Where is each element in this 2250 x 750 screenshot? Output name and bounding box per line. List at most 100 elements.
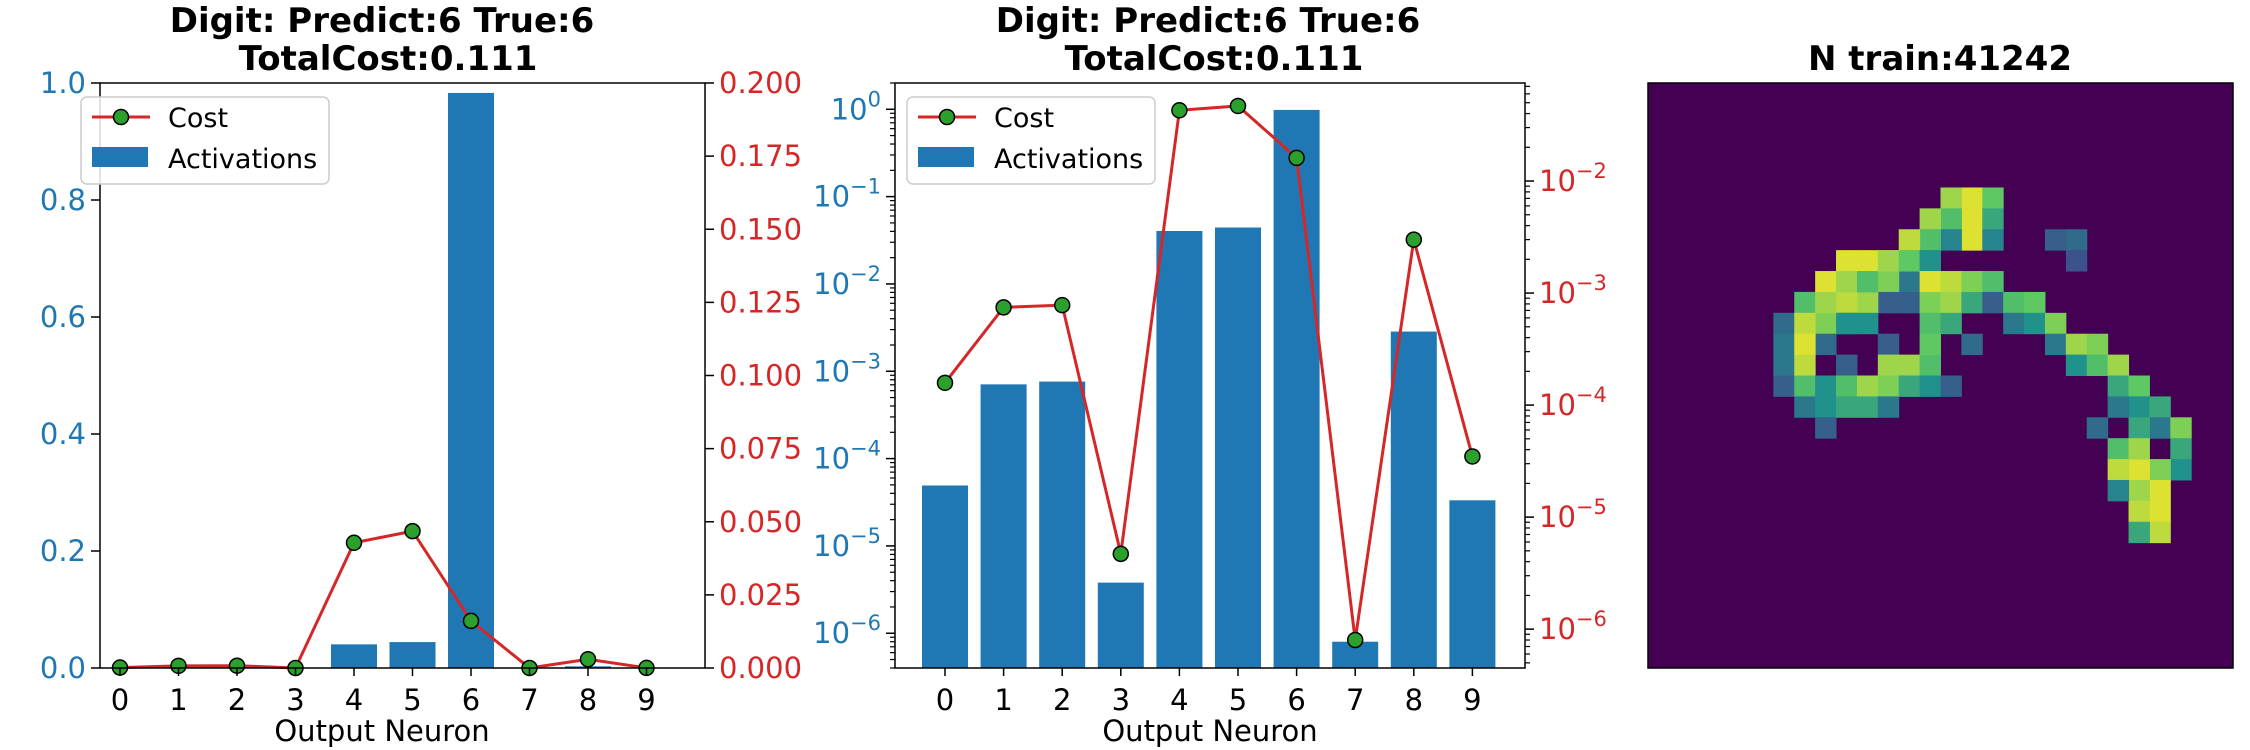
panel-linear-xtick-label-1: 1 — [169, 683, 187, 717]
panel-linear-right-tick-label: 0.000 — [719, 651, 802, 685]
panel-log-xtick-label-5: 5 — [1229, 683, 1247, 717]
digit-pixel — [1794, 333, 1816, 356]
digit-pixel — [1961, 291, 1983, 314]
digit-pixel — [2149, 459, 2171, 481]
panel-linear-left-tick-label: 0.8 — [40, 183, 86, 217]
panel-linear-bar-6 — [448, 92, 494, 668]
panel-log-left-tick-label: 10−6 — [813, 611, 881, 650]
panel-linear-left-axis: 0.0 0.2 0.4 0.6 0.8 1.0 — [40, 66, 100, 685]
digit-pixel — [2128, 500, 2150, 523]
digit-pixel — [1856, 375, 1879, 397]
panel-linear-title-line2: TotalCost:0.111 — [239, 39, 538, 79]
panel-log-xlabel: Output Neuron — [1102, 714, 1317, 748]
panel-log-bar-2 — [1039, 381, 1086, 668]
panel-linear-right-tick-label: 0.150 — [719, 212, 802, 246]
digit-pixel — [1773, 312, 1795, 335]
panel-linear-cost-line — [111, 522, 655, 677]
panel-linear-left-tick-label: 0.0 — [40, 651, 86, 685]
digit-pixel — [1919, 333, 1941, 356]
panel-log-left-tick-label: 10−1 — [813, 175, 881, 214]
panel-linear-right-tick-label: 0.025 — [719, 578, 802, 612]
digit-pixel — [1898, 229, 1921, 251]
panel-log-left-tick-label: 10−5 — [813, 524, 881, 563]
digit-pixel — [1919, 375, 1941, 397]
panel-linear-xtick-label-0: 0 — [111, 683, 129, 717]
digit-pixel — [1794, 312, 1816, 335]
digit-pixel — [2044, 229, 2067, 251]
digit-pixel — [1940, 291, 1962, 314]
panel-log-cost-point-7 — [1346, 631, 1364, 649]
panel-linear-left-tick-label: 1.0 — [40, 66, 86, 100]
panel-linear-cost-point-4 — [345, 534, 363, 552]
digit-pixel — [1836, 375, 1858, 397]
panel-log-title-line1: Digit: Predict:6 True:6 — [996, 1, 1421, 41]
digit-pixel — [2107, 459, 2130, 481]
panel-log-cost-point-9 — [1464, 448, 1481, 465]
digit-pixel — [1940, 229, 1962, 251]
panel-log-legend-marker-swatch — [938, 108, 956, 126]
panel-log-cost-point-3 — [1112, 545, 1130, 563]
digit-pixel — [1940, 312, 1962, 335]
digit-pixel — [1898, 250, 1921, 272]
panel-log-xtick-label-0: 0 — [936, 683, 954, 717]
digit-pixel — [2107, 354, 2130, 376]
panel-linear-bars — [97, 92, 670, 668]
digit-pixel — [1919, 354, 1941, 376]
panel-digit-title: N train:41242 — [1808, 39, 2072, 79]
panel-log-bar-3 — [1097, 582, 1144, 668]
digit-pixel — [2128, 396, 2150, 418]
digit-pixel — [1773, 333, 1795, 356]
panel-linear-legend-marker-swatch — [112, 108, 130, 126]
panel-log-cost-point-6 — [1288, 149, 1305, 167]
digit-pixel — [1961, 187, 1983, 209]
panel-log-bar-5 — [1215, 227, 1261, 668]
panel-linear-legend-bar-swatch — [92, 147, 148, 167]
digit-pixel — [1773, 354, 1795, 376]
digit-pixel — [1836, 312, 1858, 335]
panel-log-cost-polyline — [943, 104, 1474, 641]
digit-pixel — [1982, 271, 2004, 293]
digit-pixel — [1940, 208, 1962, 230]
digit-pixel — [1982, 229, 2004, 251]
digit-pixel — [1982, 187, 2004, 209]
digit-pixel — [1773, 375, 1795, 397]
digit-pixel — [1794, 354, 1816, 376]
digit-pixel — [1898, 291, 1921, 314]
digit-pixel — [2107, 396, 2130, 418]
panel-linear-bar-4 — [331, 644, 377, 668]
panel-log-cost-point-0 — [936, 374, 954, 392]
panel-log-xtick-label-9: 9 — [1463, 683, 1481, 717]
panel-log-legend-activations: Activations — [994, 144, 1143, 175]
digit-pixel — [1836, 250, 1858, 272]
digit-pixel — [2128, 417, 2150, 439]
digit-pixel — [1982, 291, 2004, 314]
panel-log-x-axis: 0 1 2 3 4 5 6 7 8 9 — [936, 668, 1482, 717]
digit-pixel — [1815, 271, 1837, 293]
digit-pixel — [1815, 312, 1837, 335]
panel-linear-left-tick-label: 0.6 — [40, 300, 86, 334]
panel-log-cost-point-5 — [1229, 97, 1247, 115]
panel-log-title-line2: TotalCost:0.111 — [1065, 39, 1364, 79]
digit-pixel — [1961, 271, 1983, 293]
digit-pixel — [2086, 417, 2109, 439]
digit-pixel — [1794, 375, 1816, 397]
panel-linear-right-tick-label: 0.125 — [719, 285, 802, 319]
digit-pixel — [2128, 521, 2150, 544]
digit-pixel — [2003, 312, 2025, 335]
digit-pixel — [2044, 312, 2067, 335]
digit-pixel — [1898, 375, 1921, 397]
panel-linear-cost-polyline — [119, 529, 647, 670]
digit-pixel — [1856, 250, 1879, 272]
digit-pixel — [1877, 271, 1900, 293]
digit-pixel — [1815, 417, 1837, 439]
digit-pixel — [2086, 354, 2109, 376]
digit-pixel — [1877, 333, 1900, 356]
panel-linear-right-tick-label: 0.175 — [719, 139, 802, 173]
panel-log-bar-1 — [980, 384, 1027, 668]
digit-pixel — [1961, 333, 1983, 356]
digit-pixel — [1919, 291, 1941, 314]
panel-log-legend: Cost Activations — [906, 96, 1156, 185]
panel-log-left-axis: 10−6 10−5 10−4 10−3 10−2 10−1 100 — [813, 82, 895, 669]
digit-pixel — [2128, 438, 2150, 460]
digit-pixel — [1982, 208, 2004, 230]
